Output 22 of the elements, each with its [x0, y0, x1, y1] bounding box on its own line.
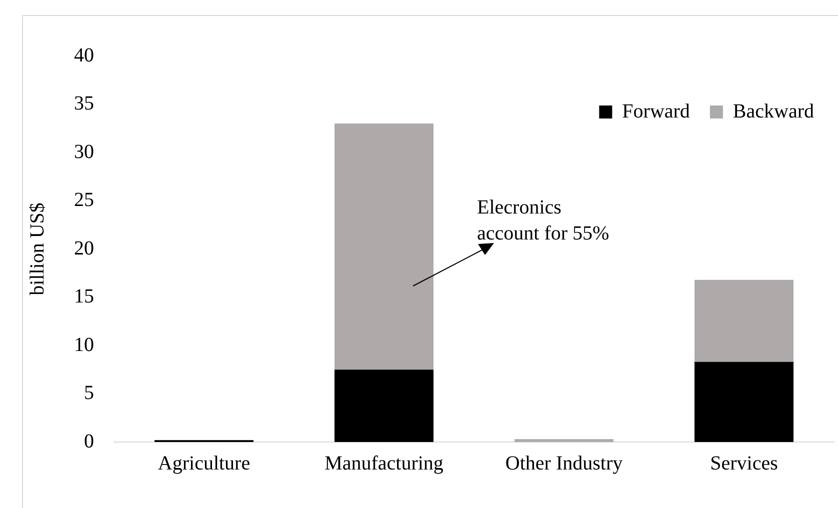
x-tick-label: Manufacturing — [324, 452, 444, 474]
bar — [694, 280, 794, 362]
x-tick-label: Other Industry — [505, 452, 623, 474]
legend-label: Forward — [622, 100, 690, 122]
y-tick-label: 30 — [74, 140, 94, 163]
bar — [514, 439, 614, 442]
y-tick-label: 0 — [84, 430, 94, 452]
legend-label: Backward — [732, 100, 814, 122]
bar — [694, 362, 794, 442]
bar — [334, 124, 434, 370]
y-tick-label: 15 — [74, 286, 94, 308]
y-axis-title: billion US$ — [26, 202, 48, 296]
y-tick-label: 20 — [74, 237, 94, 260]
y-tick-label: 35 — [74, 92, 94, 114]
annotation: Elecronics account for 55% — [477, 196, 610, 244]
bar — [334, 370, 434, 442]
y-tick-label: 25 — [74, 189, 94, 211]
x-tick-label: Services — [710, 452, 778, 474]
y-tick-label: 40 — [74, 44, 94, 66]
x-tick-label: Agriculture — [158, 452, 250, 474]
y-tick-label: 5 — [84, 382, 94, 404]
y-tick-label: 10 — [74, 334, 94, 356]
